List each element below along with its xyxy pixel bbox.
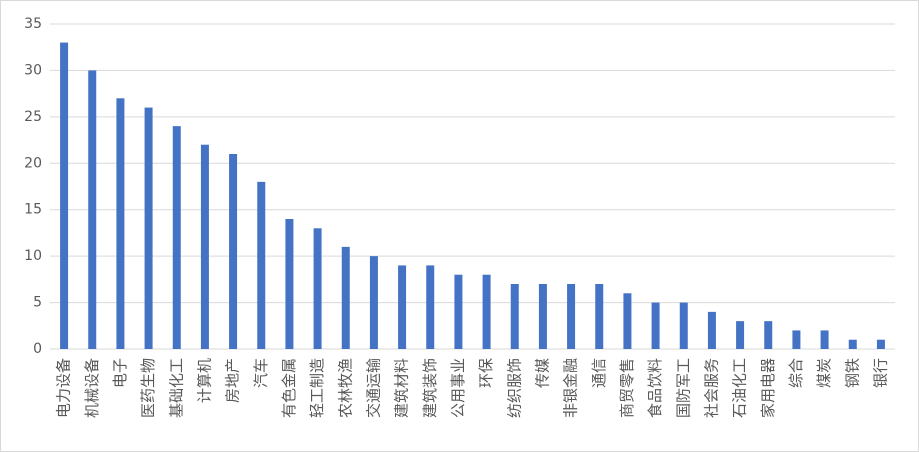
x-tick-label: 汽车 xyxy=(252,358,270,388)
x-tick-label: 医药生物 xyxy=(139,358,157,418)
bar xyxy=(482,274,491,349)
bar xyxy=(567,284,576,349)
bar xyxy=(736,321,745,349)
x-tick-label: 传媒 xyxy=(533,358,551,388)
x-tick-label: 机械设备 xyxy=(83,358,101,418)
bar xyxy=(454,274,463,349)
x-tick-label: 通信 xyxy=(590,358,608,388)
x-tick-label: 纺织服饰 xyxy=(505,358,523,418)
y-tick-label: 15 xyxy=(24,202,42,218)
x-tick-label: 计算机 xyxy=(195,358,213,403)
y-tick-label: 35 xyxy=(24,16,42,32)
x-tick-label: 石油化工 xyxy=(731,358,749,418)
x-tick-label: 非银金融 xyxy=(562,358,580,418)
bar xyxy=(313,228,322,349)
bar xyxy=(510,284,519,349)
bar xyxy=(707,311,716,349)
x-tick-label: 食品饮料 xyxy=(646,358,664,418)
bar xyxy=(764,321,773,349)
bar xyxy=(369,256,378,349)
x-tick-label: 交通运输 xyxy=(364,358,382,418)
x-tick-label: 轻工制造 xyxy=(308,358,326,418)
y-tick-label: 25 xyxy=(24,109,42,125)
x-tick-label: 综合 xyxy=(787,358,805,388)
bar xyxy=(144,107,153,349)
bar xyxy=(60,42,69,349)
y-tick-label: 30 xyxy=(24,62,42,78)
x-tick-label: 公用事业 xyxy=(449,358,467,418)
y-tick-label: 0 xyxy=(33,341,42,357)
x-tick-label: 电力设备 xyxy=(55,358,73,418)
bar xyxy=(257,181,266,349)
bar xyxy=(426,265,435,349)
bar xyxy=(88,70,97,349)
x-tick-label: 有色金属 xyxy=(280,358,298,418)
bar xyxy=(792,330,801,349)
x-tick-label: 农林牧渔 xyxy=(336,358,354,418)
x-tick-label: 房地产 xyxy=(224,358,242,403)
x-tick-label: 国防军工 xyxy=(674,358,692,418)
bar xyxy=(341,246,350,349)
x-tick-label: 钢铁 xyxy=(843,358,861,388)
bar xyxy=(651,302,660,349)
y-tick-label: 5 xyxy=(33,295,42,311)
bar xyxy=(116,98,125,350)
bar xyxy=(285,219,294,349)
x-tick-label: 银行 xyxy=(871,358,889,388)
bar xyxy=(820,330,829,349)
bar xyxy=(398,265,407,349)
bar xyxy=(876,339,885,349)
y-tick-label: 10 xyxy=(24,248,42,264)
bar xyxy=(848,339,857,349)
x-tick-label: 电子 xyxy=(111,358,129,388)
x-tick-label: 社会服务 xyxy=(702,358,720,418)
bar xyxy=(538,284,547,349)
y-tick-label: 20 xyxy=(24,155,42,171)
x-tick-label: 商贸零售 xyxy=(618,358,636,418)
bar xyxy=(623,293,632,349)
x-tick-label: 建筑材料 xyxy=(393,358,411,418)
x-tick-label: 家用电器 xyxy=(759,358,777,418)
bar xyxy=(229,154,238,349)
bar xyxy=(595,284,604,349)
bar xyxy=(679,302,688,349)
x-tick-label: 建筑装饰 xyxy=(421,358,439,418)
bar xyxy=(172,126,181,350)
x-tick-label: 煤炭 xyxy=(815,358,833,388)
x-tick-label: 基础化工 xyxy=(167,358,185,418)
x-tick-label: 环保 xyxy=(477,358,495,388)
bar xyxy=(200,144,209,349)
